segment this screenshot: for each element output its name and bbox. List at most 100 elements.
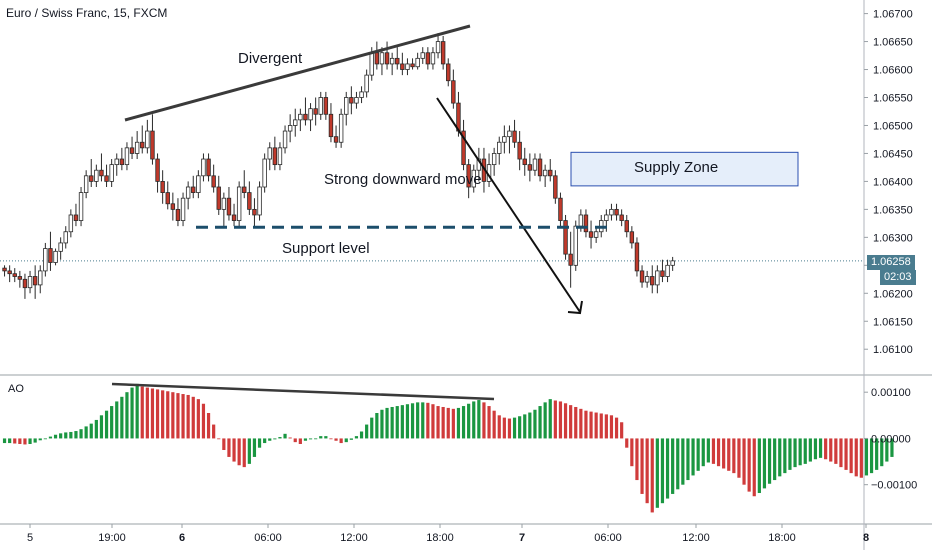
- drawings[interactable]: [111, 24, 799, 401]
- candle-body: [211, 175, 216, 188]
- ao-bar: [834, 438, 838, 464]
- ao-bar: [145, 387, 149, 439]
- ao-bar: [140, 386, 144, 439]
- price-tick-label: 1.06150: [873, 316, 913, 328]
- ao-bar: [818, 438, 823, 458]
- candle-body: [384, 52, 390, 65]
- ao-bar: [446, 407, 450, 439]
- ao-bar: [640, 438, 644, 494]
- ao-bar: [645, 438, 649, 504]
- candle-body: [364, 74, 369, 93]
- ao-bar: [278, 437, 282, 439]
- ao-bar: [405, 404, 410, 439]
- candle-body: [124, 147, 130, 166]
- candle-body: [670, 260, 675, 266]
- ao-bar: [599, 413, 603, 439]
- candle-body: [165, 192, 170, 205]
- ao-bar: [8, 438, 12, 444]
- ao-bar: [528, 412, 532, 439]
- ao-bar: [232, 438, 236, 462]
- divergent-annotation: Divergent: [238, 50, 303, 67]
- ao-bar: [283, 433, 287, 439]
- ao-bar: [773, 438, 777, 481]
- ao-bar: [890, 438, 894, 457]
- ao-bar: [757, 438, 761, 494]
- time-tick-label: 06:00: [594, 532, 622, 544]
- ao-bar: [99, 415, 104, 439]
- ao-bar: [839, 438, 843, 468]
- candle-body: [502, 136, 507, 143]
- ao-bar: [706, 438, 710, 463]
- candle-body: [277, 147, 283, 166]
- ao-bar: [400, 405, 404, 439]
- candle-body: [491, 153, 497, 166]
- candle-body: [400, 63, 405, 70]
- candle-body: [609, 208, 614, 216]
- ao-bar: [349, 438, 353, 440]
- candle-body: [129, 147, 135, 154]
- divergent-trendline: [124, 24, 471, 122]
- ao-bar: [344, 438, 348, 443]
- current-price-badge: 1.06258: [867, 255, 915, 270]
- ao-bar: [793, 438, 797, 468]
- supply-zone-box: [570, 151, 799, 187]
- candle-body: [308, 108, 313, 121]
- candle-body: [221, 197, 227, 210]
- ao-bar: [813, 438, 818, 460]
- ao-bar: [752, 438, 756, 497]
- candle-body: [99, 169, 104, 177]
- ao-bar: [303, 438, 308, 441]
- ao-bar: [43, 438, 47, 440]
- candle-body: [175, 208, 181, 221]
- ao-bar: [222, 438, 226, 450]
- ao-bar: [727, 438, 731, 471]
- candle-body: [405, 63, 410, 70]
- candle-body: [201, 158, 206, 177]
- price-pane[interactable]: [0, 33, 864, 299]
- ao-bar: [762, 438, 767, 489]
- ao-bar: [268, 438, 272, 441]
- candle-body: [634, 242, 640, 272]
- candle-body: [7, 270, 12, 275]
- candle-body: [374, 52, 380, 65]
- ao-bar: [676, 438, 680, 490]
- ao-bar: [864, 438, 869, 476]
- ao-bar: [64, 432, 68, 439]
- ao-bar: [206, 413, 211, 439]
- ao-bar: [13, 438, 17, 444]
- candle-body: [660, 270, 665, 277]
- candle-body: [389, 57, 395, 65]
- ao-bar: [849, 438, 853, 474]
- ao-indicator-label: AO: [8, 383, 24, 395]
- ao-divergence-line: [111, 382, 495, 401]
- candle-body: [12, 273, 17, 277]
- ao-bar: [467, 403, 471, 439]
- ao-bar: [461, 406, 466, 439]
- ao-bar: [431, 404, 435, 439]
- ao-bar: [130, 387, 134, 439]
- price-tick-label: 1.06100: [873, 344, 913, 356]
- ao-bar: [161, 390, 165, 439]
- ao-bar: [579, 408, 583, 439]
- candle-body: [354, 97, 359, 104]
- candle-body: [53, 250, 58, 263]
- ao-bar: [125, 392, 129, 439]
- time-tick-label: 7: [519, 532, 525, 544]
- ao-bar: [252, 438, 257, 457]
- time-tick-label: 6: [179, 532, 185, 544]
- candle-body: [104, 175, 109, 182]
- ao-bar: [854, 438, 858, 477]
- candle-body: [63, 231, 68, 244]
- candle-body: [461, 130, 466, 166]
- candle-body: [440, 41, 446, 65]
- candle-body: [619, 214, 624, 221]
- price-tick-label: 1.06450: [873, 148, 913, 160]
- downward-arrow-head: [567, 300, 583, 315]
- candle-body: [242, 186, 247, 193]
- ao-bar: [614, 417, 619, 439]
- ao-bar: [242, 438, 246, 468]
- candle-body: [369, 52, 374, 76]
- ao-pane[interactable]: [2, 383, 894, 513]
- candle-body: [145, 130, 150, 149]
- ao-bar: [166, 391, 170, 439]
